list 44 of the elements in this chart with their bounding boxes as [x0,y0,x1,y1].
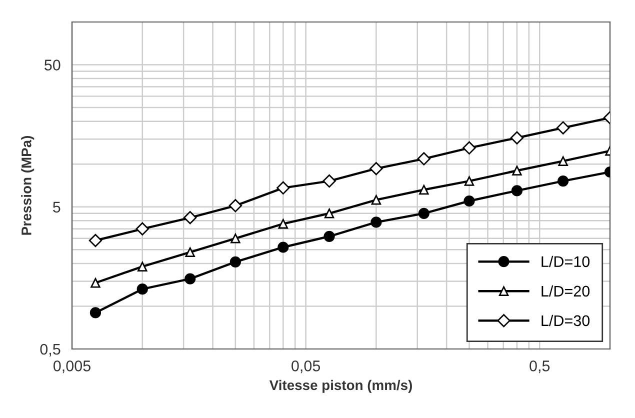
x-tick-label: 0,05 [292,360,320,374]
point [324,208,334,218]
point [511,185,523,196]
x-axis-title: Vitesse piston (mm/s) [269,380,412,393]
point [278,218,288,229]
point [371,195,382,205]
point [370,162,383,176]
point [322,174,336,188]
x-tick-label: 0,5 [530,360,550,374]
point [276,181,290,194]
point [136,222,149,236]
point [464,195,475,207]
point [90,278,100,288]
point [510,131,524,144]
point [184,211,197,224]
y-tick-label: 5 [53,202,60,213]
point [138,262,148,272]
point [419,184,429,195]
legend-label: L/D=30 [542,314,590,326]
y-tick-label: 50 [44,60,60,70]
point [184,273,196,284]
point [324,230,335,242]
point [556,121,570,134]
point [278,242,289,253]
point [228,199,242,212]
point [230,234,240,244]
point [88,234,102,248]
legend-label: L/D=20 [542,285,590,297]
point [462,141,476,155]
point [558,156,568,166]
point [185,247,195,258]
point [370,216,382,228]
point [418,208,430,219]
point [230,256,241,268]
x-tick-label: 0,005 [53,360,90,374]
point [464,176,474,186]
point [512,166,522,176]
point [90,307,102,318]
y-tick-label: 0,5 [40,344,60,356]
legend-label: L/D=10 [542,256,590,268]
point [558,175,569,187]
point [417,152,431,166]
y-axis-title: Pression (MPa) [21,136,34,235]
point [136,284,148,295]
